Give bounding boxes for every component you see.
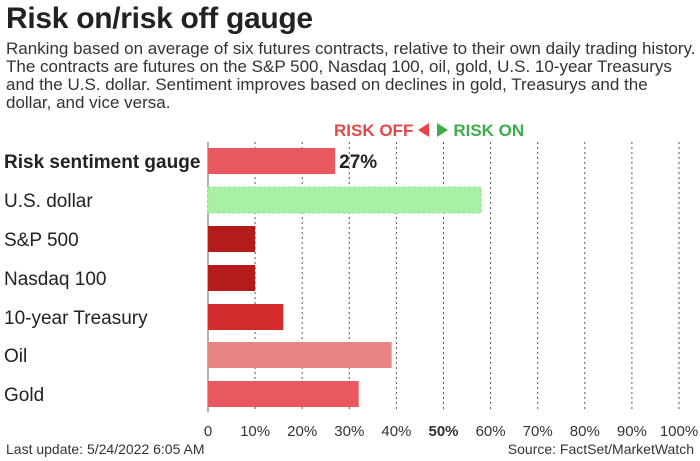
bar	[208, 226, 256, 252]
bar	[208, 342, 392, 368]
last-update: Last update: 5/24/2022 6:05 AM	[6, 441, 205, 457]
x-tick-label: 10%	[240, 423, 270, 440]
x-tick-label: 70%	[523, 423, 553, 440]
chart-title: Risk on/risk off gauge	[6, 2, 313, 35]
category-label: U.S. dollar	[4, 191, 93, 212]
x-tick-label: 80%	[570, 423, 600, 440]
x-tick-label: 30%	[334, 423, 364, 440]
category-label: Gold	[4, 385, 44, 406]
x-tick-label: 50%	[428, 423, 458, 440]
bar	[207, 186, 482, 214]
data-label: 27%	[339, 152, 377, 173]
chart-subtitle: Ranking based on average of six futures …	[6, 39, 696, 112]
x-tick-label: 40%	[381, 423, 411, 440]
x-tick-label: 100%	[660, 423, 698, 440]
bar	[208, 304, 284, 330]
category-label: Nasdaq 100	[4, 269, 106, 290]
x-tick-label: 60%	[476, 423, 506, 440]
x-tick-label: 90%	[617, 423, 647, 440]
category-label: Oil	[4, 346, 27, 367]
category-label: S&P 500	[4, 230, 79, 251]
x-tick-label: 20%	[287, 423, 317, 440]
bar	[208, 148, 336, 174]
x-tick-label: 0	[204, 423, 212, 440]
category-label: Risk sentiment gauge	[4, 152, 200, 173]
bar	[208, 265, 256, 291]
risk-off-arrow-icon	[418, 123, 430, 137]
risk-off-label: RISK OFF	[334, 121, 414, 140]
category-label: 10-year Treasury	[4, 308, 148, 329]
source-note: Source: FactSet/MarketWatch	[507, 441, 694, 457]
risk-legend: RISK OFF RISK ON	[334, 121, 524, 141]
bar	[208, 381, 359, 407]
risk-on-label: RISK ON	[453, 121, 525, 140]
risk-on-arrow-icon	[437, 123, 449, 137]
